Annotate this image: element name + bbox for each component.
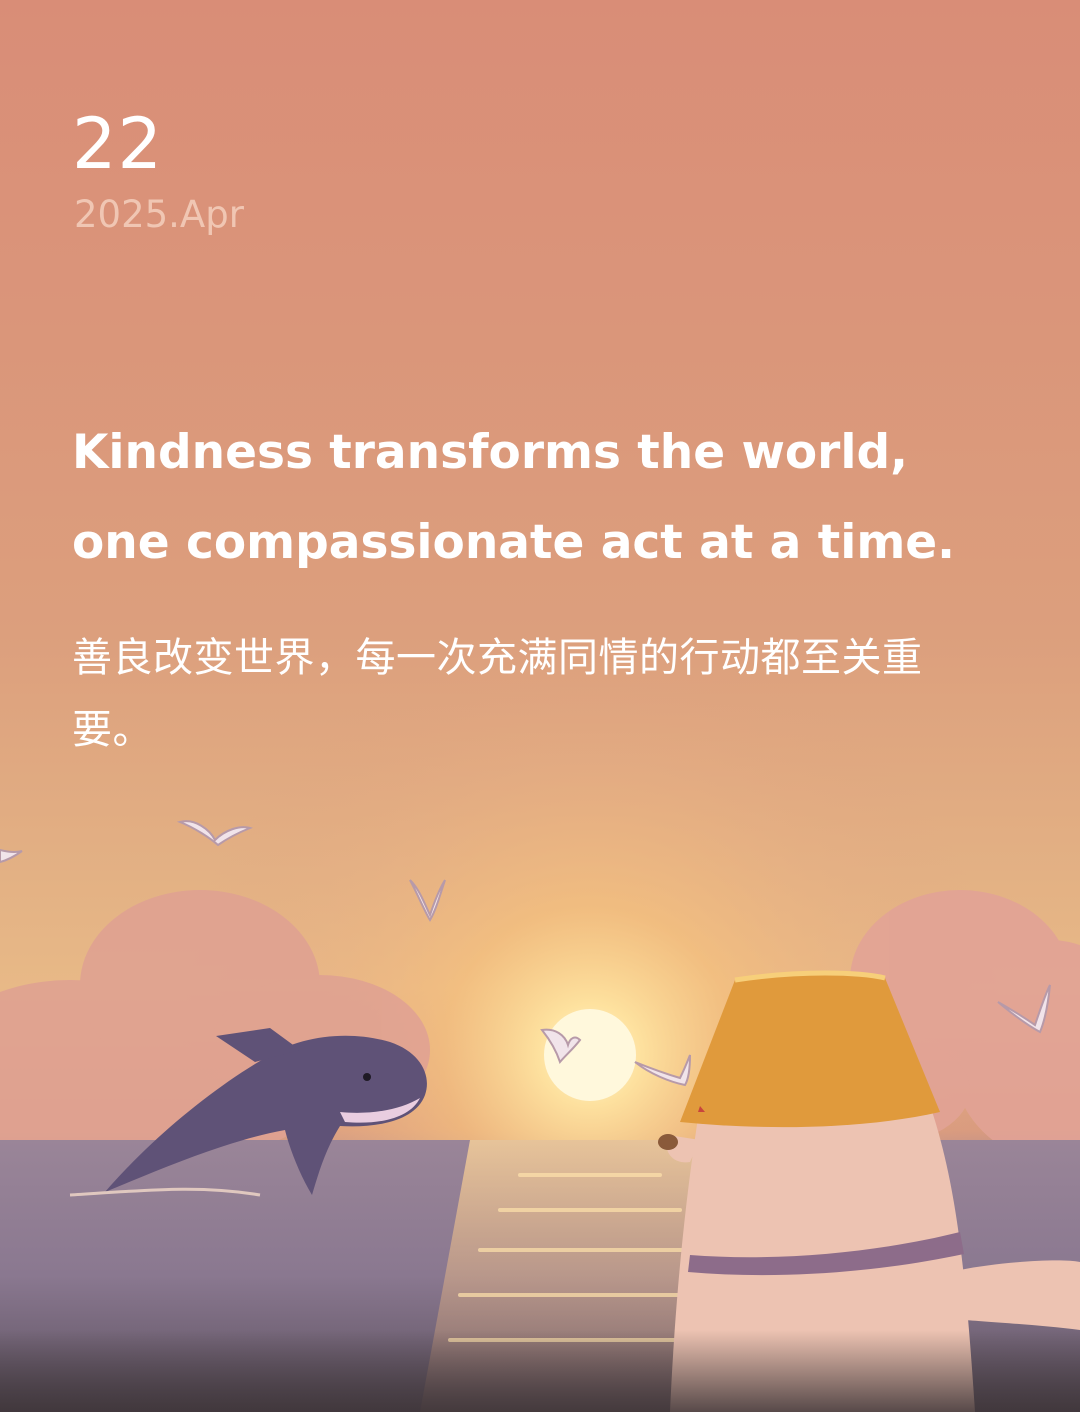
quote-english-line: Kindness transforms the world, [72, 425, 908, 480]
quote-chinese: 善良改变世界，每一次充满同情的行动都至关重要。 [72, 635, 923, 753]
seagull-icon [0, 820, 1051, 1087]
quote-english-line: one compassionate act at a time. [72, 515, 956, 570]
sun-icon [544, 1009, 636, 1101]
date-month-year: 2025.Apr [74, 193, 244, 236]
bucket-hat-icon [680, 970, 940, 1128]
quote-english: Kindness transforms the world, one compa… [72, 408, 1032, 588]
bottom-shade [0, 1330, 1080, 1412]
whale-icon [69, 1028, 427, 1197]
date-day: 22 [72, 103, 164, 185]
